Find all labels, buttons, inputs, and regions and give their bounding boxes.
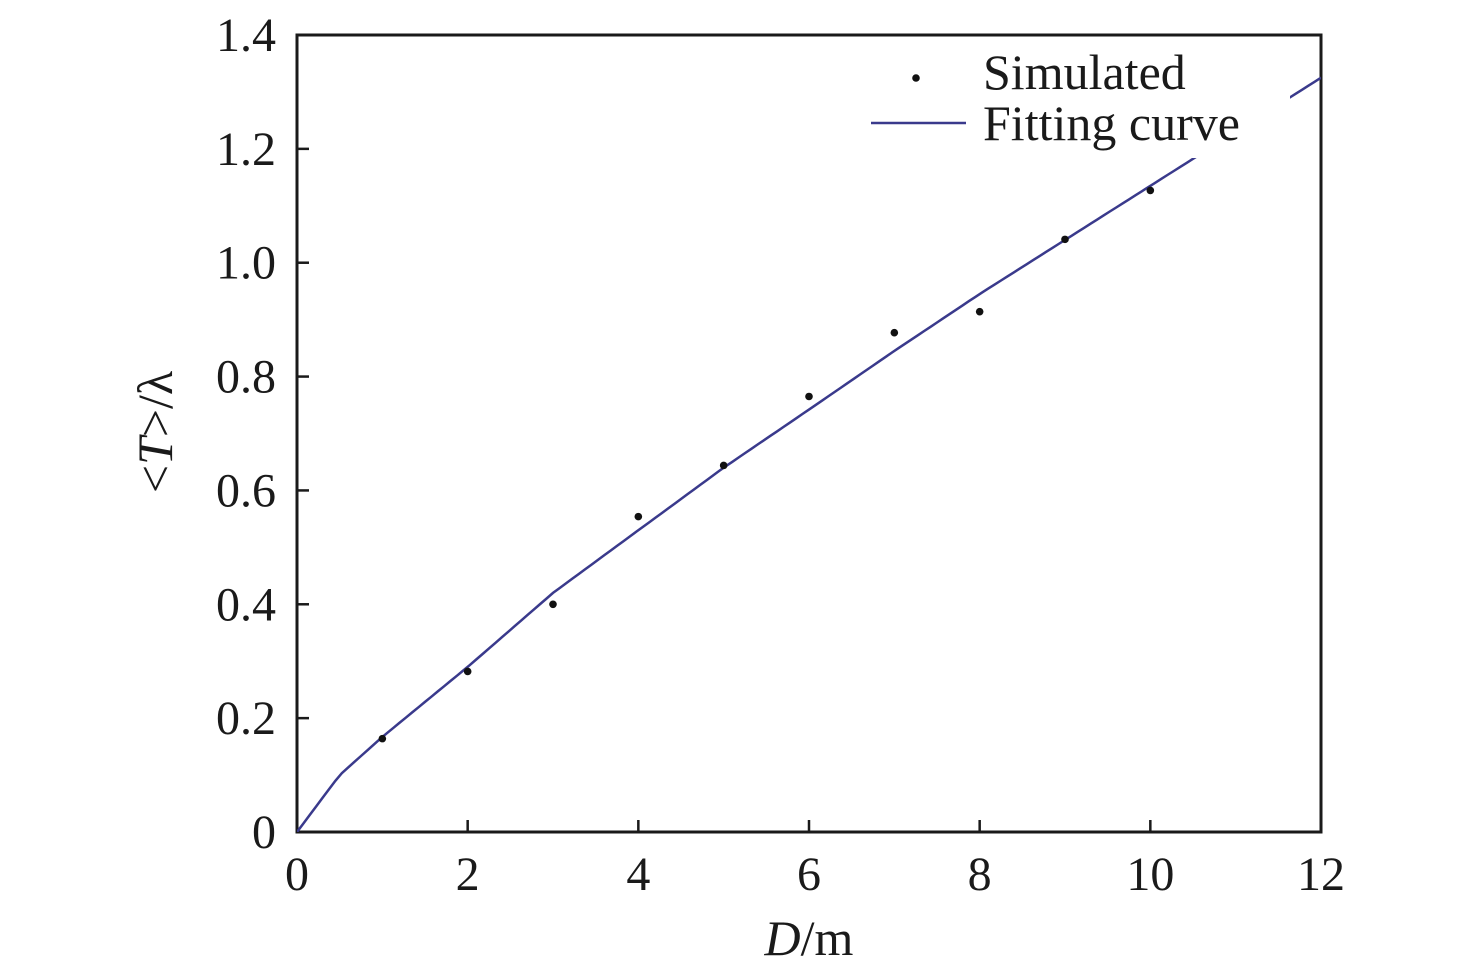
y-tick-label: 0.6	[216, 464, 276, 517]
y-tick-label: 1.2	[216, 123, 276, 176]
simulated-point	[719, 461, 728, 470]
x-tick-label: 8	[968, 848, 992, 901]
x-axis-ticks	[295, 820, 1323, 832]
y-tick-label: 1.4	[216, 9, 276, 62]
legend-marker-simulated	[912, 74, 920, 82]
y-tick-label: 0.8	[216, 351, 276, 404]
y-tick-label: 0.2	[216, 692, 276, 745]
simulated-point	[1146, 186, 1155, 195]
x-tick-label: 6	[797, 848, 821, 901]
y-axis-variable: T	[127, 434, 183, 465]
x-axis-tick-labels: 0 2 4 6 8 10 12	[285, 848, 1345, 901]
y-axis-tick-labels: 0 0.2 0.4 0.6 0.8 1.0 1.2 1.4	[216, 9, 276, 859]
simulated-point	[634, 512, 643, 521]
y-axis-ticks	[297, 33, 309, 834]
legend: Simulated Fitting curve	[860, 44, 1290, 158]
series-layer	[297, 76, 1321, 832]
x-tick-label: 12	[1297, 848, 1345, 901]
x-axis-title: D/m	[764, 910, 854, 966]
x-axis-unit: /m	[801, 910, 854, 966]
x-tick-label: 10	[1126, 848, 1174, 901]
legend-label-fitting-curve: Fitting curve	[983, 95, 1240, 151]
y-axis-prefix: <	[127, 465, 183, 493]
y-tick-label: 0.4	[216, 578, 276, 631]
legend-label-simulated: Simulated	[983, 44, 1186, 100]
y-tick-label: 0	[252, 806, 276, 859]
simulated-point	[1061, 235, 1069, 244]
simulated-point	[805, 392, 813, 401]
simulated-point	[463, 667, 472, 676]
simulated-point	[549, 600, 557, 609]
simulated-point	[378, 734, 387, 743]
x-axis-variable: D	[764, 910, 801, 966]
simulated-point	[890, 328, 899, 337]
y-tick-label: 1.0	[216, 237, 276, 290]
y-axis-title: <T>/λ	[127, 371, 183, 493]
x-tick-label: 0	[285, 848, 309, 901]
simulated-point	[975, 307, 984, 316]
x-tick-label: 2	[456, 848, 480, 901]
x-tick-label: 4	[626, 848, 650, 901]
fitting-curve-line	[297, 76, 1321, 832]
legend-background	[860, 46, 1290, 158]
y-axis-suffix: >/λ	[127, 371, 183, 437]
